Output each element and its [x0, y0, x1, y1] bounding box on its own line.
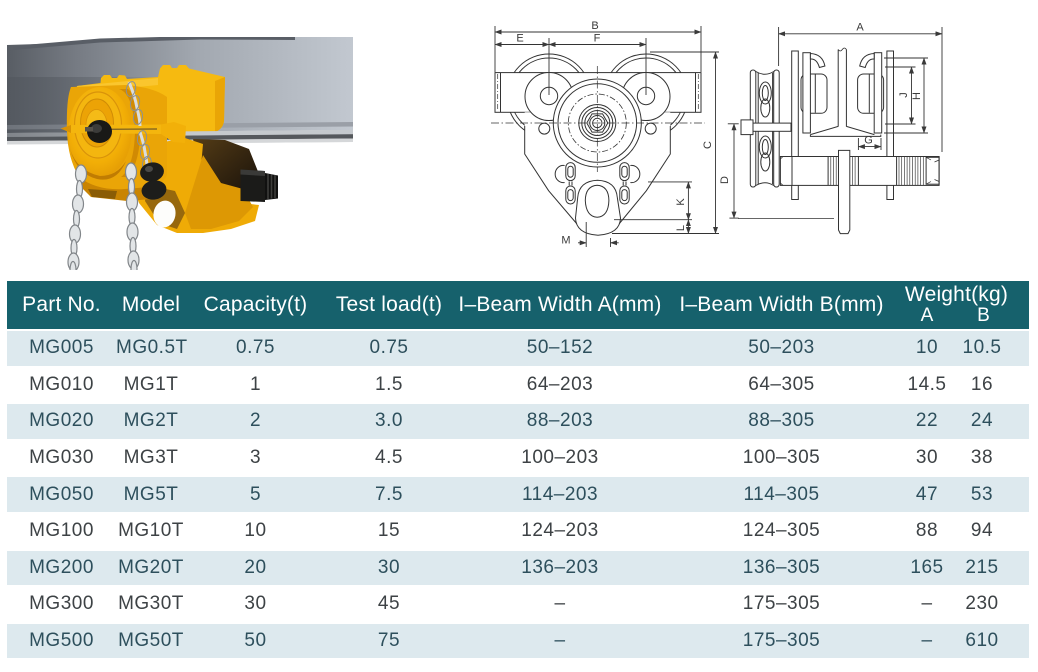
svg-text:H: H — [911, 92, 923, 100]
svg-text:J: J — [898, 92, 910, 98]
svg-text:A: A — [856, 22, 864, 34]
svg-text:K: K — [675, 198, 687, 206]
svg-text:L: L — [675, 225, 687, 231]
svg-text:D: D — [719, 176, 731, 184]
svg-text:F: F — [594, 33, 601, 45]
svg-text:M: M — [561, 235, 570, 247]
svg-text:G: G — [864, 135, 873, 147]
svg-text:C: C — [702, 141, 714, 149]
svg-text:B: B — [591, 20, 598, 32]
svg-text:E: E — [516, 33, 523, 45]
